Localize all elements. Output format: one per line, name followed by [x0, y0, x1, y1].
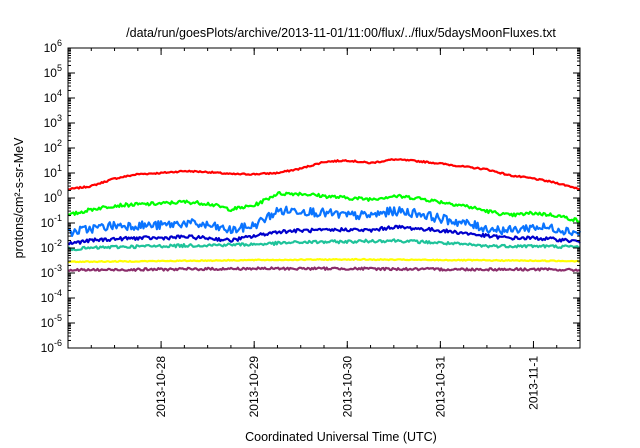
- y-tick-label: 101: [44, 163, 62, 180]
- y-tick-label: 10-3: [41, 263, 62, 280]
- series-line-1: [67, 158, 581, 191]
- plot-frame: [67, 47, 581, 349]
- x-tick-label: 2013-10-30: [340, 356, 354, 418]
- series-line-2: [67, 191, 580, 223]
- chart-title: /data/run/goesPlots/archive/2013-11-01/1…: [126, 26, 556, 40]
- series-line-4: [67, 224, 581, 246]
- y-tick-label: 10-6: [41, 338, 62, 355]
- y-tick-label: 100: [44, 188, 62, 205]
- x-tick-label: 2013-10-28: [154, 356, 168, 418]
- series-line-7: [67, 266, 581, 272]
- y-tick-label: 10-4: [41, 288, 62, 305]
- y-tick-label: 10-1: [41, 213, 62, 230]
- x-tick-label: 2013-11-1: [526, 356, 540, 410]
- y-axis-label: protons/cm²-s-sr-MeV: [12, 137, 26, 259]
- y-tick-label: 106: [44, 38, 62, 55]
- y-tick-label: 104: [44, 88, 62, 105]
- y-axis: 10-6 10-5 10-4 10-3 10-2 10-1 100 101 102 103 104 1…: [41, 38, 580, 355]
- series-line-6: [67, 257, 581, 264]
- series-lines: [67, 158, 582, 272]
- series-line-5: [67, 238, 581, 252]
- series-line-3: [67, 205, 582, 237]
- y-tick-label: 102: [44, 138, 62, 155]
- y-tick-label: 105: [44, 63, 62, 80]
- y-tick-label: 10-2: [41, 238, 62, 255]
- x-tick-label: 2013-10-29: [247, 356, 261, 418]
- x-axis: 2013-10-28 2013-10-29 2013-10-30 2013-10-31…: [67, 48, 581, 418]
- x-axis-label: Coordinated Universal Time (UTC): [245, 430, 437, 444]
- x-tick-label: 2013-10-31: [433, 356, 447, 418]
- y-tick-label: 10-5: [41, 313, 62, 330]
- y-tick-label: 103: [44, 113, 62, 130]
